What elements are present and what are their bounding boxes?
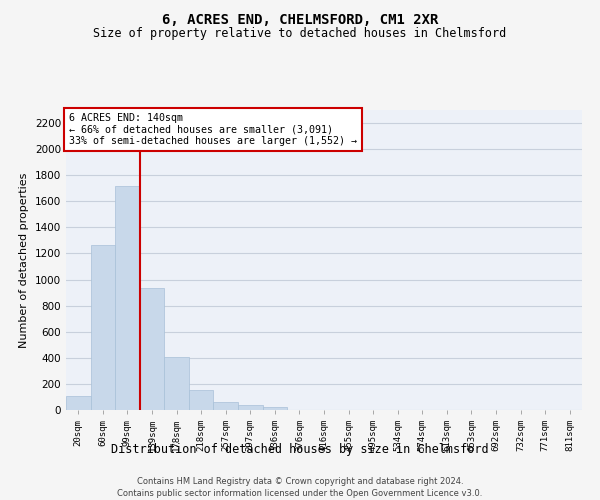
Text: Distribution of detached houses by size in Chelmsford: Distribution of detached houses by size … <box>111 442 489 456</box>
Bar <box>91 245 115 410</box>
Y-axis label: Number of detached properties: Number of detached properties <box>19 172 29 348</box>
Text: Size of property relative to detached houses in Chelmsford: Size of property relative to detached ho… <box>94 28 506 40</box>
Bar <box>66 396 91 410</box>
Text: Contains public sector information licensed under the Open Government Licence v3: Contains public sector information licen… <box>118 489 482 498</box>
Text: 6, ACRES END, CHELMSFORD, CM1 2XR: 6, ACRES END, CHELMSFORD, CM1 2XR <box>162 12 438 26</box>
Bar <box>189 390 214 410</box>
Text: 6 ACRES END: 140sqm
← 66% of detached houses are smaller (3,091)
33% of semi-det: 6 ACRES END: 140sqm ← 66% of detached ho… <box>68 113 356 146</box>
Text: Contains HM Land Registry data © Crown copyright and database right 2024.: Contains HM Land Registry data © Crown c… <box>137 478 463 486</box>
Bar <box>164 357 189 410</box>
Bar <box>115 186 140 410</box>
Bar <box>263 406 287 410</box>
Bar <box>238 406 263 410</box>
Bar <box>214 402 238 410</box>
Bar <box>140 288 164 410</box>
